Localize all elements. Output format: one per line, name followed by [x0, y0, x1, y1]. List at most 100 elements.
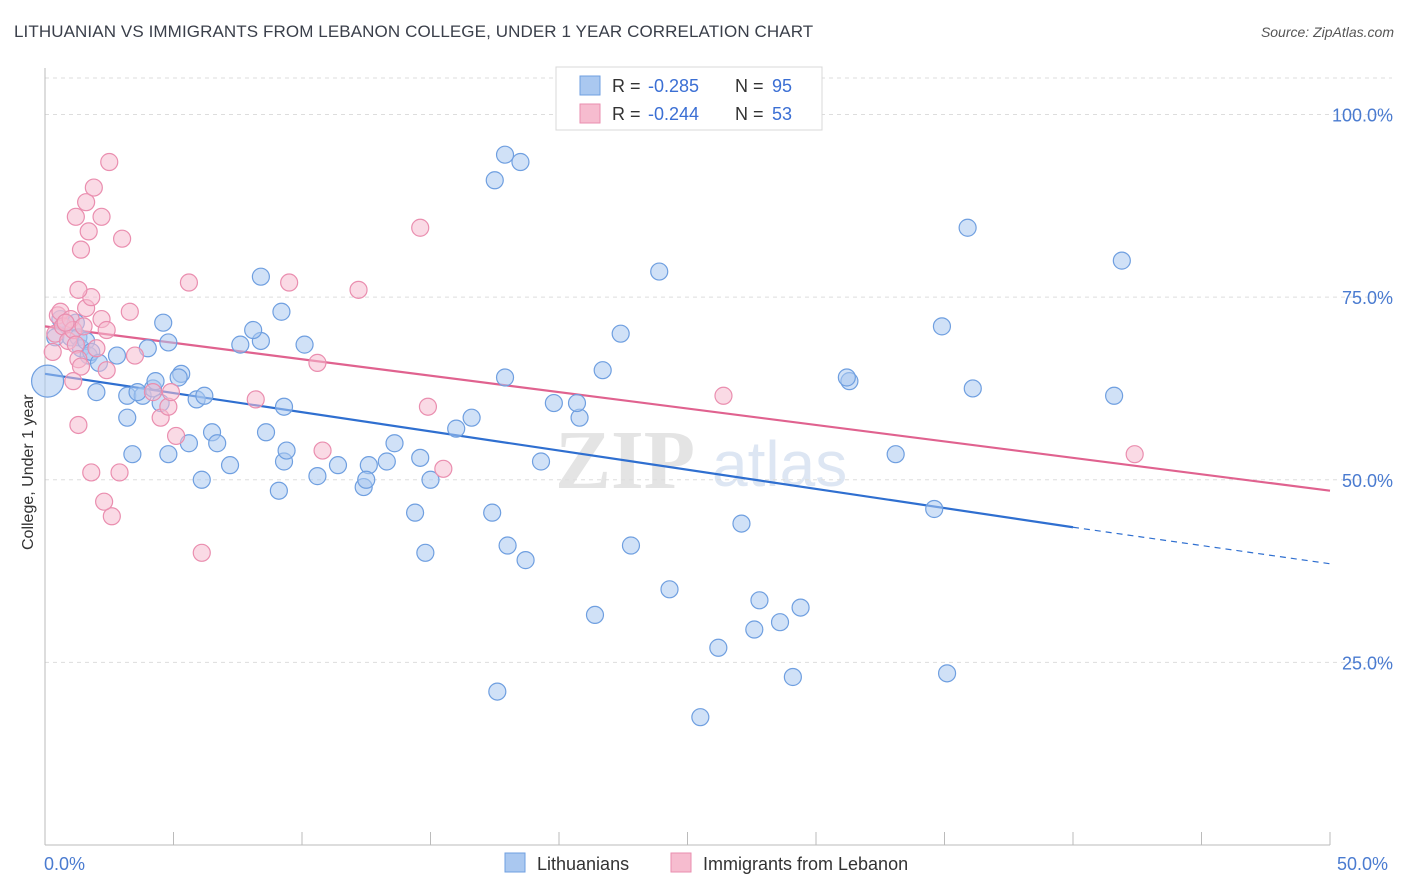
grid-lines	[45, 77, 1392, 663]
point-lithuanians	[405, 503, 425, 522]
point-lithuanians	[411, 448, 430, 467]
point-lithuanians	[159, 445, 178, 464]
point-lithuanians	[416, 543, 435, 562]
bottom-legend: Lithuanians Immigrants from Lebanon	[504, 852, 908, 874]
point-lebanon	[192, 543, 211, 562]
point-lithuanians	[30, 364, 65, 398]
point-lebanon	[166, 426, 186, 446]
point-lithuanians	[958, 218, 977, 237]
point-lithuanians	[220, 456, 240, 475]
point-lithuanians	[308, 467, 327, 486]
series-lithuanians	[30, 145, 1131, 727]
point-lithuanians	[925, 499, 944, 519]
point-lithuanians	[169, 368, 188, 387]
point-lebanon	[56, 313, 75, 332]
point-lebanon	[69, 415, 88, 435]
legend-r-value-pink: -0.244	[648, 104, 699, 124]
point-lebanon	[71, 240, 91, 259]
point-lithuanians	[621, 536, 641, 555]
point-lithuanians	[709, 638, 728, 657]
point-lithuanians	[498, 536, 517, 555]
point-lithuanians	[483, 503, 502, 522]
point-lithuanians	[1105, 386, 1124, 405]
axes	[44, 68, 1331, 846]
legend-r-label-blue: R =	[612, 76, 641, 96]
bottom-legend-swatch-blue	[504, 852, 526, 873]
point-lithuanians	[691, 708, 710, 727]
point-lithuanians	[128, 383, 147, 402]
point-lebanon	[92, 207, 111, 226]
point-lithuanians	[593, 361, 612, 380]
point-lithuanians	[495, 368, 515, 387]
point-lebanon	[84, 178, 103, 197]
point-lebanon	[112, 229, 132, 248]
y-axis-label: College, Under 1 year	[20, 394, 37, 550]
point-lithuanians	[357, 470, 376, 489]
point-lithuanians	[511, 152, 530, 172]
legend-box: R = -0.285 N = 95 R = -0.244 N = 53	[555, 66, 823, 131]
point-lebanon	[64, 372, 83, 391]
point-lithuanians	[256, 423, 276, 442]
y-tick-labels: 25.0% 50.0% 75.0% 100.0%	[1332, 106, 1393, 674]
point-lebanon	[97, 361, 116, 380]
point-lithuanians	[385, 434, 404, 453]
point-lithuanians	[195, 386, 214, 405]
legend-r-label-pink: R =	[612, 104, 641, 124]
point-lithuanians	[732, 514, 751, 533]
point-lithuanians	[277, 441, 296, 460]
point-lithuanians	[123, 445, 142, 464]
point-lithuanians	[274, 397, 294, 416]
legend-n-label-blue: N =	[735, 76, 764, 96]
point-lebanon	[179, 273, 199, 292]
point-lithuanians	[750, 591, 769, 610]
legend-n-value-pink: 53	[772, 104, 792, 124]
point-lebanon	[66, 207, 85, 226]
point-lithuanians	[611, 324, 630, 343]
legend-swatch-pink	[579, 103, 601, 124]
point-lithuanians	[837, 368, 856, 387]
legend-n-value-blue: 95	[772, 76, 792, 96]
point-lebanon	[69, 280, 88, 299]
legend-n-label-pink: N =	[735, 104, 764, 124]
point-lithuanians	[118, 408, 137, 427]
point-lithuanians	[488, 682, 507, 701]
point-lebanon	[143, 383, 163, 402]
point-lithuanians	[485, 171, 504, 190]
point-lithuanians	[650, 262, 669, 281]
point-lithuanians	[244, 320, 263, 340]
source-label: Source: ZipAtlas.com	[1260, 24, 1394, 40]
point-lithuanians	[231, 335, 250, 354]
point-lebanon	[434, 459, 453, 478]
point-lebanon	[95, 492, 114, 511]
point-lebanon	[102, 507, 121, 526]
series-lebanon	[43, 152, 1144, 562]
point-lithuanians	[87, 383, 106, 402]
point-lebanon	[308, 353, 327, 372]
point-lebanon	[125, 346, 145, 365]
x-tick-label-50: 50.0%	[1337, 854, 1388, 874]
point-lebanon	[246, 390, 265, 409]
point-lithuanians	[544, 393, 563, 413]
point-lithuanians	[447, 419, 466, 438]
point-lithuanians	[783, 667, 802, 687]
trend-line-lithuanians-dashed	[1072, 526, 1331, 565]
point-lebanon	[74, 317, 93, 336]
point-lebanon	[1125, 445, 1144, 464]
point-lithuanians	[1112, 251, 1131, 270]
point-lithuanians	[516, 551, 535, 570]
point-lebanon	[79, 222, 98, 241]
point-lithuanians	[295, 335, 314, 354]
trend-line-lithuanians	[44, 372, 1074, 529]
point-lebanon	[161, 383, 181, 402]
point-lithuanians	[585, 605, 605, 625]
legend-swatch-blue	[579, 75, 601, 96]
point-lebanon	[97, 320, 116, 340]
point-lebanon	[110, 463, 129, 482]
bottom-legend-label-lithuanians: Lithuanians	[537, 854, 629, 874]
bottom-legend-label-lebanon: Immigrants from Lebanon	[703, 854, 908, 874]
point-lebanon	[77, 193, 96, 212]
point-lithuanians	[462, 408, 481, 427]
point-lithuanians	[937, 664, 957, 683]
point-lithuanians	[208, 434, 227, 453]
